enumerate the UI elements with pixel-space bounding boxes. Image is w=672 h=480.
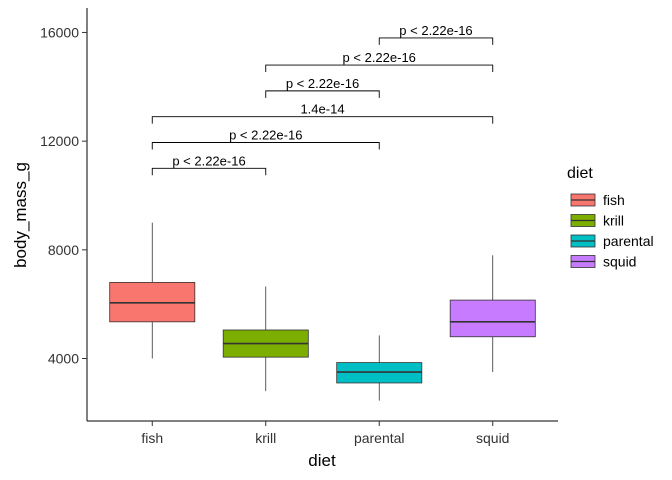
- legend-label: fish: [603, 192, 625, 208]
- y-tick-label: 8000: [48, 242, 79, 258]
- y-tick-label: 4000: [48, 351, 79, 367]
- x-tick-label: krill: [255, 430, 276, 446]
- legend-label: parental: [603, 233, 654, 249]
- comparison-bracket: p < 2.22e-16: [265, 50, 494, 73]
- box-squid: [449, 255, 536, 373]
- legend-item-krill: krill: [570, 213, 624, 229]
- bracket-line: [265, 64, 494, 73]
- comparison-label: 1.4e-14: [300, 102, 344, 117]
- bracket-line: [151, 116, 494, 124]
- comparison-bracket: p < 2.22e-16: [151, 153, 267, 176]
- bracket-line: [151, 142, 380, 150]
- y-tick-label: 16000: [40, 24, 79, 40]
- box-iqr: [449, 299, 536, 338]
- bracket-line: [265, 90, 380, 98]
- comparison-label: p < 2.22e-16: [399, 23, 472, 38]
- x-axis: fish krill parental squid: [141, 421, 509, 446]
- y-tick-label: 12000: [40, 133, 79, 149]
- bracket-line: [151, 167, 267, 176]
- box-krill: [222, 286, 309, 392]
- comparison-label: p < 2.22e-16: [343, 50, 416, 65]
- legend-item-fish: fish: [570, 192, 625, 208]
- legend-title: diet: [567, 165, 593, 182]
- legend-item-parental: parental: [570, 233, 654, 249]
- x-axis-title: diet: [308, 451, 336, 470]
- comparison-label: p < 2.22e-16: [286, 76, 359, 91]
- comparison-bracket: 1.4e-14: [151, 102, 494, 124]
- legend-label: squid: [603, 254, 636, 270]
- y-axis-title: body_mass_g: [11, 162, 30, 268]
- legend-item-squid: squid: [570, 254, 636, 270]
- box-fish: [109, 222, 196, 359]
- legend: diet fish krill parental squid: [567, 165, 654, 270]
- comparison-label: p < 2.22e-16: [229, 127, 302, 142]
- x-tick-label: squid: [476, 430, 509, 446]
- legend-label: krill: [603, 213, 624, 229]
- comparison-label: p < 2.22e-16: [172, 153, 245, 168]
- bracket-line: [378, 37, 494, 45]
- x-tick-label: fish: [141, 430, 163, 446]
- y-axis: 4000 8000 12000 16000: [40, 24, 87, 367]
- comparison-bracket: p < 2.22e-16: [378, 23, 494, 45]
- box-parental: [336, 335, 423, 401]
- plot-area: p < 2.22e-16 p < 2.22e-16 1.4e-14 p < 2.22e…: [109, 23, 536, 401]
- comparison-bracket: p < 2.22e-16: [265, 76, 380, 98]
- x-tick-label: parental: [354, 430, 405, 446]
- comparison-bracket: p < 2.22e-16: [151, 127, 380, 150]
